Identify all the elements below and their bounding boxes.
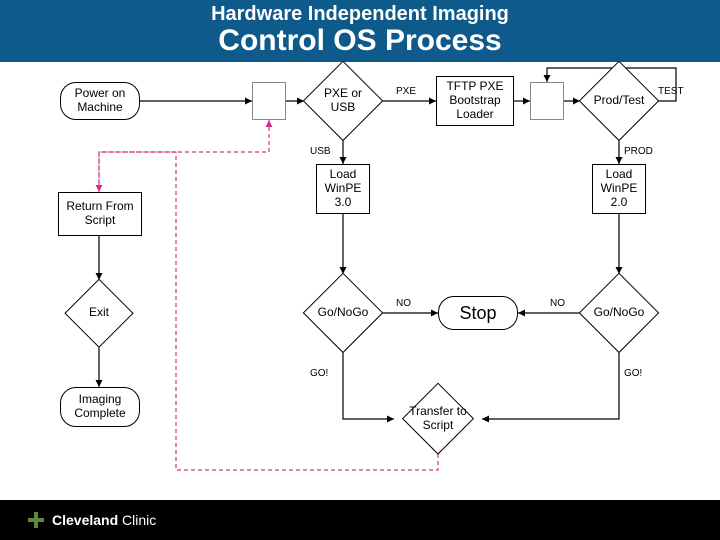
edge-label-gonogo2-transfer: GO! [624, 368, 642, 379]
edge-gonogo2-transfer [482, 352, 619, 419]
node-label-exit: Exit [66, 280, 132, 346]
node-return: Return FromScript [58, 192, 142, 236]
header-line1: Hardware Independent Imaging [0, 3, 720, 26]
node-gonogo1: Go/NoGo [304, 274, 382, 352]
node-exit: Exit [66, 280, 132, 346]
edge-label-gonogo1-transfer: GO! [310, 368, 328, 379]
node-label-gonogo2: Go/NoGo [580, 274, 658, 352]
node-label-transfer: Transfer toScript [394, 384, 482, 454]
node-winpe3: LoadWinPE3.0 [316, 164, 370, 214]
node-winpe2: LoadWinPE2.0 [592, 164, 646, 214]
node-stop: Stop [438, 296, 518, 330]
edge-label-gonogo2-stop: NO [550, 298, 565, 309]
node-merge2 [530, 82, 564, 120]
node-label-gonogo1: Go/NoGo [304, 274, 382, 352]
node-merge1 [252, 82, 286, 120]
footer-brand: Cleveland Clinic [52, 512, 156, 528]
footer: Cleveland Clinic [0, 500, 720, 540]
edge-label-prodtest-winpe2: PROD [624, 146, 653, 157]
node-transfer: Transfer toScript [394, 384, 482, 454]
cleveland-clinic-logo-icon [28, 512, 44, 528]
edge-label-pxeusb-tftp: PXE [396, 86, 416, 97]
node-label-pxeusb: PXE orUSB [304, 62, 382, 140]
node-pxeusb: PXE orUSB [304, 62, 382, 140]
edge-label-gonogo1-stop: NO [396, 298, 411, 309]
flowchart: Power onMachine PXE orUSB TFTP PXEBootstra… [0, 62, 720, 482]
footer-brand-bold: Cleveland [52, 512, 118, 528]
header: Hardware Independent Imaging Control OS … [0, 0, 720, 62]
edge-return-merge1 [99, 120, 269, 192]
footer-brand-rest: Clinic [118, 512, 156, 528]
node-power: Power onMachine [60, 82, 140, 120]
node-imgcomp: ImagingComplete [60, 387, 140, 427]
edge-transfer-return [99, 152, 438, 470]
node-prodtest: Prod/Test [580, 62, 658, 140]
node-label-prodtest: Prod/Test [580, 62, 658, 140]
header-line2: Control OS Process [0, 26, 720, 56]
edge-gonogo1-transfer [343, 352, 394, 419]
node-gonogo2: Go/NoGo [580, 274, 658, 352]
edge-label-prodtest-merge2: TEST [658, 86, 684, 97]
edge-label-pxeusb-winpe3: USB [310, 146, 331, 157]
node-tftp: TFTP PXEBootstrapLoader [436, 76, 514, 126]
